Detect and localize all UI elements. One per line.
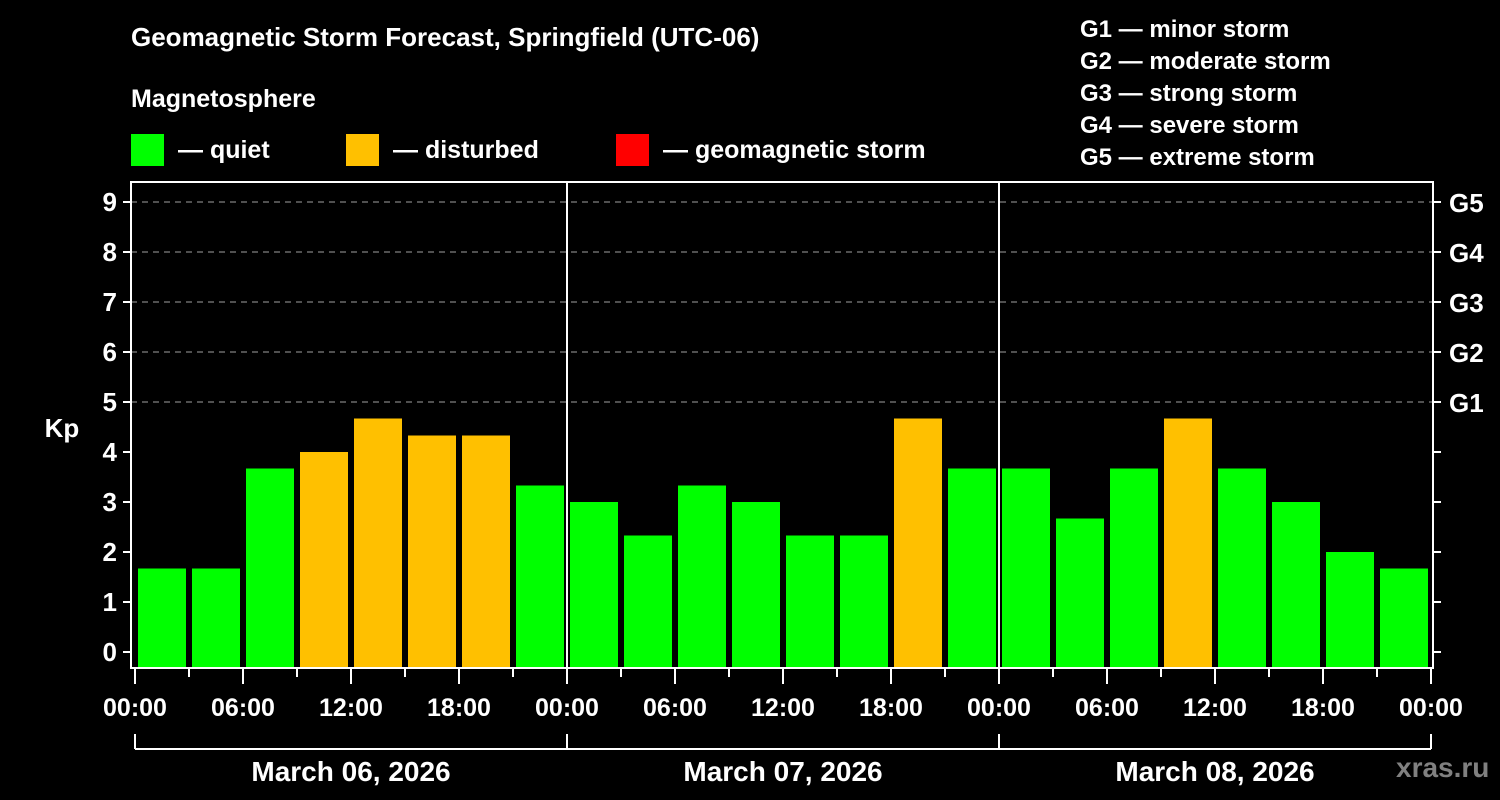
y-tick-label: 4 [103, 437, 118, 467]
kp-bar [1164, 418, 1212, 668]
kp-bar [516, 485, 564, 668]
kp-bar [1272, 502, 1320, 668]
y-tick-label: 2 [103, 537, 117, 567]
y-tick-label: 0 [103, 637, 117, 667]
y-tick-label: 8 [103, 237, 117, 267]
kp-bar [1380, 568, 1428, 668]
g4-label: G4 — severe storm [1080, 112, 1299, 139]
x-tick-label: 18:00 [1291, 694, 1355, 722]
g5-label: G5 — extreme storm [1080, 144, 1315, 171]
day-label: March 07, 2026 [683, 756, 882, 787]
kp-bar [354, 418, 402, 668]
disturbed-swatch [346, 134, 379, 166]
chart-title: Geomagnetic Storm Forecast, Springfield … [131, 22, 760, 52]
kp-bar [192, 568, 240, 668]
legend-disturbed-label: — disturbed [393, 135, 539, 164]
legend-storm: — geomagnetic storm [616, 134, 926, 166]
y-axis-label: Kp [45, 413, 80, 443]
kp-bar [1002, 468, 1050, 668]
x-tick-label: 00:00 [1399, 694, 1463, 722]
g-axis-label: G3 [1449, 288, 1484, 318]
y-tick-label: 7 [103, 287, 117, 317]
y-tick-label: 3 [103, 487, 117, 517]
kp-bar [732, 502, 780, 668]
x-tick-label: 06:00 [1075, 694, 1139, 722]
kp-bar [678, 485, 726, 668]
kp-bar [246, 468, 294, 668]
y-tick-label: 6 [103, 337, 117, 367]
watermark: xras.ru [1396, 752, 1490, 783]
kp-bar [786, 535, 834, 668]
g-axis-label: G4 [1449, 238, 1484, 268]
y-tick-label: 9 [103, 187, 117, 217]
g-scale-legend: G1 — minor storm G2 — moderate storm G3 … [1080, 14, 1331, 174]
x-tick-label: 18:00 [427, 694, 491, 722]
g-axis-label: G5 [1449, 188, 1484, 218]
kp-bar [894, 418, 942, 668]
g-axis-label: G2 [1449, 338, 1484, 368]
kp-bar [1110, 468, 1158, 668]
kp-bar [300, 452, 348, 668]
x-tick-label: 06:00 [211, 694, 275, 722]
quiet-swatch [131, 134, 164, 166]
x-tick-label: 00:00 [967, 694, 1031, 722]
x-tick-label: 12:00 [1183, 694, 1247, 722]
kp-bar [1326, 552, 1374, 668]
y-tick-label: 1 [103, 587, 117, 617]
legend-quiet-label: — quiet [178, 135, 270, 164]
x-tick-label: 12:00 [751, 694, 815, 722]
day-label: March 08, 2026 [1115, 756, 1314, 787]
g-axis-label: G1 [1449, 388, 1484, 418]
kp-bar [1056, 518, 1104, 668]
g2-label: G2 — moderate storm [1080, 48, 1331, 75]
day-label: March 06, 2026 [251, 756, 450, 787]
kp-bar [462, 435, 510, 668]
section-label: Magnetosphere [131, 85, 316, 113]
legend-storm-label: — geomagnetic storm [663, 135, 926, 164]
kp-bar [840, 535, 888, 668]
x-tick-label: 00:00 [103, 694, 167, 722]
kp-bar [408, 435, 456, 668]
kp-bar [948, 468, 996, 668]
kp-bar [1218, 468, 1266, 668]
legend-quiet: — quiet [131, 134, 270, 166]
kp-bar [138, 568, 186, 668]
storm-swatch [616, 134, 649, 166]
x-tick-label: 00:00 [535, 694, 599, 722]
g3-label: G3 — strong storm [1080, 80, 1298, 107]
g1-label: G1 — minor storm [1080, 16, 1290, 43]
y-tick-label: 5 [103, 387, 117, 417]
x-tick-label: 12:00 [319, 694, 383, 722]
legend-disturbed: — disturbed [346, 134, 539, 166]
kp-bar [570, 502, 618, 668]
x-tick-label: 06:00 [643, 694, 707, 722]
kp-bar [624, 535, 672, 668]
x-tick-label: 18:00 [859, 694, 923, 722]
